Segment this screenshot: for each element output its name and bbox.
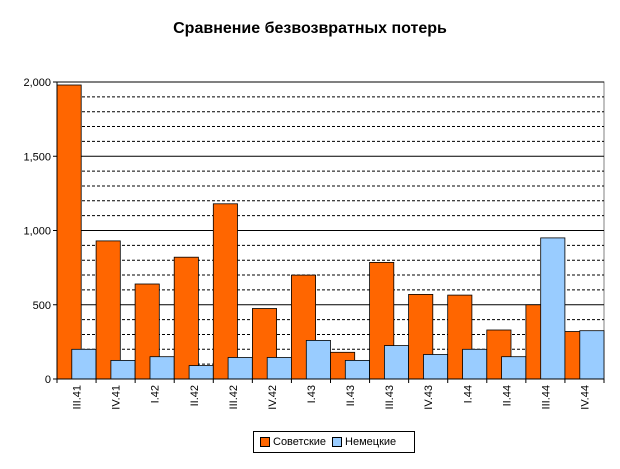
bar-soviet — [212, 203, 238, 380]
legend-swatch-german — [332, 437, 343, 447]
bar-german — [540, 237, 566, 380]
x-tick-label: IV.41 — [111, 385, 123, 410]
bar-german — [383, 345, 409, 380]
legend-item-german: Немецкие — [332, 436, 396, 448]
bar-soviet — [95, 240, 121, 380]
axes — [53, 81, 605, 383]
legend-swatch-soviet — [260, 437, 270, 447]
y-tick-label: 2,000 — [23, 77, 51, 89]
bar-soviet — [56, 84, 82, 380]
x-tick-label: IV.44 — [579, 385, 591, 410]
x-tick-label: II.42 — [189, 385, 201, 406]
bar-german — [110, 359, 136, 380]
y-tick-label: 500 — [33, 300, 51, 312]
x-tick-label: III.43 — [384, 385, 396, 409]
bar-german — [188, 365, 214, 380]
bar-german — [266, 357, 292, 380]
bar-german — [227, 357, 253, 380]
x-tick-label: I.42 — [150, 385, 162, 403]
y-tick-label: 1,000 — [23, 226, 51, 238]
bar-german — [344, 359, 370, 380]
legend-label-german: Немецкие — [345, 436, 397, 448]
bar-german — [149, 356, 175, 380]
bar-german — [423, 354, 449, 380]
bar-german — [501, 356, 527, 380]
x-tick-label: III.44 — [540, 385, 552, 409]
x-tick-label: II.44 — [501, 385, 513, 406]
y-tick-label: 0 — [45, 374, 51, 386]
x-tick-labels: III.41 IV.41 I.42 II.42 III.42 IV.42 I.43 II.43… — [72, 385, 592, 410]
bar-german — [71, 348, 97, 380]
x-tick-label: III.42 — [228, 385, 240, 409]
y-tick-label: 1,500 — [23, 151, 51, 163]
x-tick-label: III.41 — [72, 385, 84, 409]
legend: Советские Немецкие — [253, 431, 415, 453]
legend-label-soviet: Советские — [273, 436, 327, 448]
x-tick-label: IV.42 — [267, 385, 279, 410]
x-tick-label: IV.43 — [423, 385, 435, 410]
y-tick-labels: 0 500 1,000 1,500 2,000 — [23, 77, 51, 386]
x-tick-label: I.43 — [306, 385, 318, 403]
bar-soviet — [173, 256, 199, 380]
bar-german — [462, 348, 488, 380]
bars — [56, 84, 605, 380]
x-tick-label: I.44 — [462, 385, 474, 403]
bar-german — [305, 339, 331, 380]
legend-item-soviet: Советские — [260, 436, 326, 448]
bar-german — [579, 330, 605, 380]
chart-title: Сравнение безвозвратных потерь — [173, 20, 447, 37]
x-tick-label: II.43 — [345, 385, 357, 406]
